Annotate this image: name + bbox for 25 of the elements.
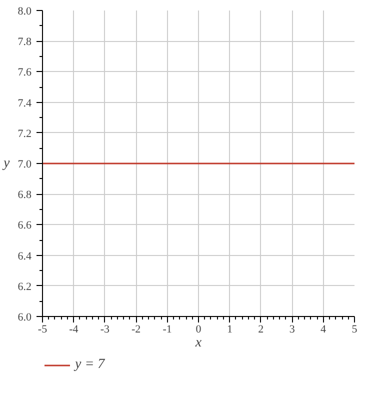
legend-label: y = 7 (75, 357, 105, 373)
x-tick-label: 1 (226, 324, 232, 336)
x-tick-label: 0 (196, 324, 202, 336)
y-tick-label: 6.8 (18, 189, 32, 202)
x-tick-label: 2 (258, 324, 264, 336)
y-tick-label: 7.6 (18, 66, 32, 79)
y-tick-label: 6.0 (18, 312, 32, 324)
x-tick-label: -1 (162, 324, 172, 336)
x-tick-label: 3 (289, 324, 296, 336)
y-tick-label: 6.6 (18, 220, 32, 232)
x-tick-label: 4 (320, 324, 327, 336)
y-axis-title: y (2, 156, 11, 171)
y-tick-label: 7.4 (18, 97, 32, 110)
y-tick-label: 7.8 (18, 36, 32, 48)
y-tick-label: 7.0 (18, 158, 32, 170)
y-tick-label: 7.2 (18, 128, 32, 140)
y-tick-label: 6.2 (18, 280, 32, 293)
y-tick-label: 8.0 (18, 6, 32, 18)
x-axis-title: x (194, 336, 202, 350)
x-tick-label: -4 (69, 324, 79, 336)
x-tick-label: -3 (100, 324, 110, 336)
x-tick-label: -5 (38, 324, 48, 336)
x-tick-label: -2 (132, 324, 141, 336)
y-tick-label: 6.4 (18, 250, 32, 262)
x-tick-label: 5 (352, 324, 358, 336)
